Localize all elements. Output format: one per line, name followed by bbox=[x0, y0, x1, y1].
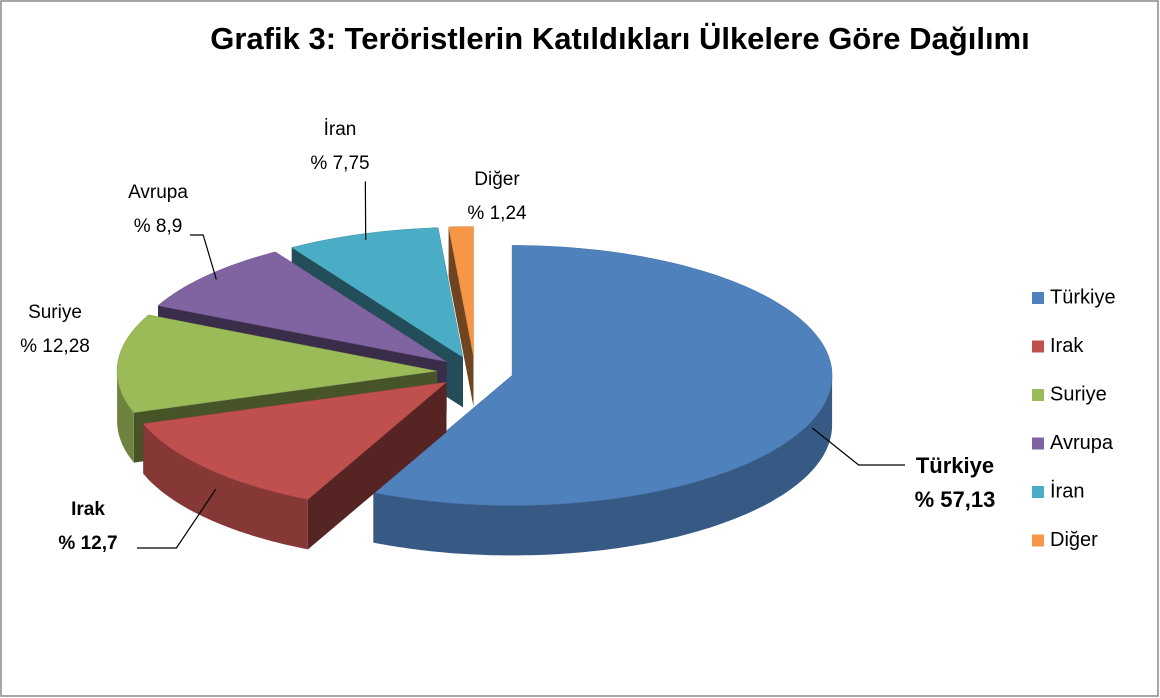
legend-label: Diğer bbox=[1050, 529, 1098, 551]
slice-side bbox=[448, 227, 474, 407]
legend-label: Türkiye bbox=[1050, 286, 1116, 308]
leader-line bbox=[190, 234, 217, 280]
data-label-name: Irak bbox=[71, 499, 105, 520]
slice bbox=[116, 314, 438, 413]
legend-swatch bbox=[1032, 534, 1044, 547]
data-label: % 7,75 bbox=[310, 153, 369, 174]
legend-swatch bbox=[1032, 437, 1044, 450]
slice bbox=[142, 381, 448, 500]
slice-wall bbox=[373, 375, 833, 556]
slice bbox=[448, 226, 474, 357]
leader-line bbox=[364, 181, 367, 240]
legend-swatch bbox=[1032, 486, 1044, 498]
slice bbox=[291, 227, 464, 358]
slice bbox=[157, 251, 447, 362]
data-label: % 57,13 bbox=[915, 487, 996, 512]
data-label-name: Diğer bbox=[474, 169, 520, 190]
leader-line bbox=[811, 427, 905, 466]
data-label: % 12,28 bbox=[20, 336, 90, 357]
slice-wall bbox=[143, 423, 308, 550]
slice-wall bbox=[117, 371, 134, 463]
legend-swatch bbox=[1032, 340, 1044, 353]
legend-label: Suriye bbox=[1050, 383, 1107, 405]
legend-swatch bbox=[1032, 389, 1044, 401]
legend-swatch bbox=[1032, 292, 1044, 304]
data-label: % 8,9 bbox=[134, 216, 183, 237]
legend-label: Avrupa bbox=[1050, 432, 1114, 454]
data-label-name: İran bbox=[324, 119, 357, 140]
chart-title: Grafik 3: Teröristlerin Katıldıkları Ülk… bbox=[210, 21, 1030, 56]
data-label: % 12,7 bbox=[58, 533, 117, 554]
slice bbox=[372, 245, 833, 506]
data-label-name: Türkiye bbox=[916, 453, 994, 478]
data-label-name: Avrupa bbox=[128, 182, 188, 203]
data-label-name: Suriye bbox=[28, 302, 82, 323]
leader-line bbox=[137, 489, 217, 549]
legend-label: İran bbox=[1050, 479, 1084, 502]
data-label: % 1,24 bbox=[467, 203, 527, 224]
legend-label: Irak bbox=[1050, 335, 1084, 357]
